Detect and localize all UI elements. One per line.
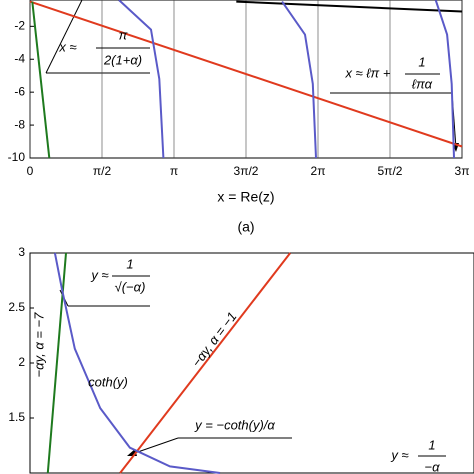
annotation: x ≈ ℓπ + — [345, 65, 391, 80]
x-tick-label: π — [170, 164, 178, 178]
annotation: −αy, α = −7 — [31, 312, 46, 378]
annotation-numerator: π — [119, 27, 128, 42]
caption: (a) — [237, 219, 254, 235]
x-axis-label: x = Re(z) — [217, 189, 274, 205]
series-line — [53, 252, 221, 474]
x-tick-label: 5π/2 — [378, 164, 403, 178]
y-tick-label: -8 — [14, 117, 25, 131]
annotation-numerator: 1 — [428, 437, 435, 452]
annotation-numerator: 1 — [418, 54, 425, 69]
annotation-denominator: √(−α) — [115, 279, 146, 294]
annotation: x ≈ — [58, 39, 76, 54]
series-line — [118, 0, 455, 159]
y-tick-label: 1.5 — [8, 410, 25, 424]
x-tick-label: 0 — [27, 164, 34, 178]
annotation: coth(y) — [88, 374, 128, 389]
annotation-numerator: 1 — [126, 256, 133, 271]
y-tick-label: -6 — [14, 84, 25, 98]
annotation-denominator: 2(1+α) — [103, 52, 142, 67]
series-line — [31, 1, 51, 159]
annotation: y = −coth(y)/α — [194, 417, 275, 432]
y-tick-label: 3 — [18, 245, 25, 259]
annotation-denominator: ℓπα — [412, 76, 433, 91]
x-tick-label: 3π/2 — [234, 164, 259, 178]
y-tick-label: -4 — [14, 51, 25, 65]
annotation: y ≈ — [90, 267, 108, 282]
series-line — [29, 0, 463, 148]
y-tick-label: 2 — [18, 355, 25, 369]
annotation: y ≈ — [390, 447, 408, 462]
annotation-denominator: −α — [424, 459, 440, 474]
x-tick-label: 3π — [455, 164, 470, 178]
series-line — [119, 252, 291, 474]
series-line — [236, 0, 463, 13]
leader — [45, 0, 83, 74]
y-tick-label: -10 — [8, 150, 26, 164]
y-tick-label: -2 — [14, 19, 25, 33]
x-tick-label: π/2 — [93, 164, 112, 178]
x-tick-label: 2π — [311, 164, 326, 178]
y-tick-label: 2.5 — [8, 300, 25, 314]
